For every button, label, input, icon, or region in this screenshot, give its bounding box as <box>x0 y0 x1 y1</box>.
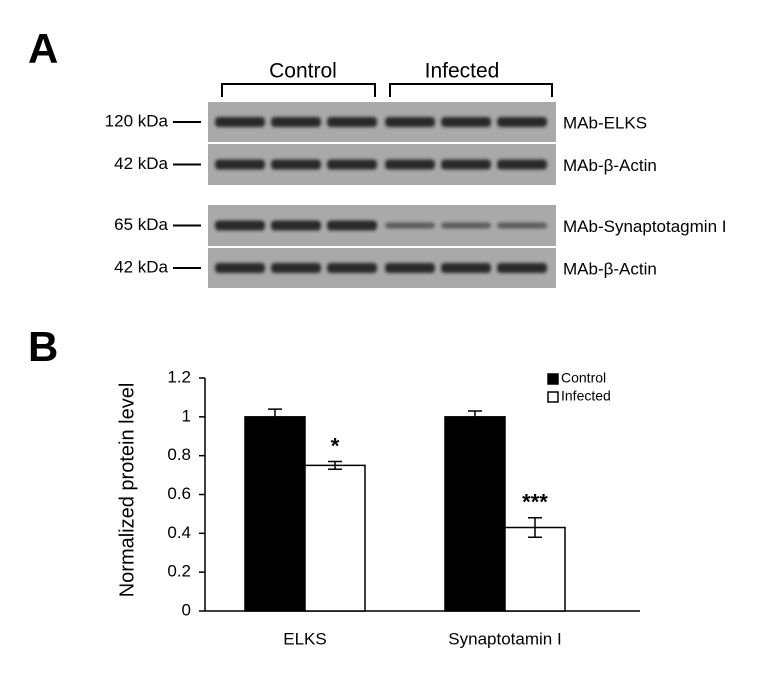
band <box>441 263 491 273</box>
group-label: Control <box>269 60 337 83</box>
legend-swatch <box>547 373 559 385</box>
band <box>271 117 321 127</box>
size-label: 120 kDa <box>105 111 169 130</box>
size-label: 42 kDa <box>114 257 168 276</box>
y-tick-label: 0 <box>182 600 191 619</box>
size-label: 42 kDa <box>114 154 168 173</box>
error-bar <box>468 410 482 424</box>
band <box>385 222 435 229</box>
legend-label: Infected <box>561 388 611 404</box>
band <box>497 263 547 273</box>
panel-label: A <box>28 25 58 72</box>
band <box>215 263 265 273</box>
band <box>327 220 377 231</box>
band <box>327 263 377 273</box>
error-bar <box>328 460 342 471</box>
band <box>327 117 377 127</box>
band <box>215 159 265 170</box>
group-label: Infected <box>425 60 500 83</box>
band <box>215 220 265 231</box>
y-tick-label: 0.2 <box>167 562 191 581</box>
band <box>215 117 265 127</box>
bar <box>244 416 306 612</box>
y-tick-label: 1 <box>182 406 191 425</box>
bracket <box>221 83 376 97</box>
band <box>497 222 547 229</box>
band <box>271 263 321 273</box>
bar <box>504 526 566 612</box>
antibody-label: MAb-Synaptotagmin I <box>563 217 726 236</box>
bar <box>304 464 366 612</box>
band <box>385 117 435 127</box>
band <box>385 159 435 170</box>
antibody-label: MAb-β-Actin <box>563 259 657 278</box>
y-tick-label: 1.2 <box>167 367 191 386</box>
antibody-label: MAb-β-Actin <box>563 156 657 175</box>
blot-image <box>208 102 556 288</box>
error-bar <box>268 408 282 426</box>
error-bar <box>528 517 542 538</box>
size-label: 65 kDa <box>114 215 168 234</box>
band <box>327 159 377 170</box>
band <box>441 159 491 170</box>
y-axis-label: Normalized protein level <box>116 383 138 598</box>
x-tick-label: Synaptotamin I <box>448 629 561 648</box>
band <box>385 263 435 273</box>
y-tick-label: 0.8 <box>167 445 191 464</box>
bracket <box>389 83 553 97</box>
significance: *** <box>522 490 548 515</box>
band <box>497 159 547 170</box>
band <box>441 222 491 229</box>
x-tick-label: ELKS <box>283 629 326 648</box>
legend-swatch <box>547 391 559 403</box>
y-tick-label: 0.4 <box>167 523 191 542</box>
band <box>271 220 321 231</box>
panel-label: B <box>28 323 58 370</box>
band <box>497 117 547 127</box>
legend-label: Control <box>561 370 606 386</box>
y-tick-label: 0.6 <box>167 484 191 503</box>
significance: * <box>331 433 340 458</box>
bar <box>444 416 506 612</box>
band <box>271 159 321 170</box>
antibody-label: MAb-ELKS <box>563 113 647 132</box>
band <box>441 117 491 127</box>
